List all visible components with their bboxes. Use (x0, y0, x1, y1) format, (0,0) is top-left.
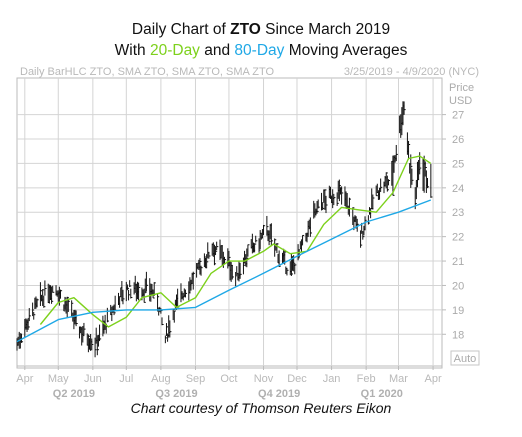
quarter-label: Q3 2019 (155, 388, 197, 400)
x-tick-label: Jul (119, 373, 133, 385)
grid (17, 78, 442, 366)
y-tick-label: 27 (452, 110, 464, 122)
currency-label: USD (449, 95, 472, 107)
y-tick-label: 24 (452, 183, 464, 195)
moving-average-lines (16, 155, 432, 343)
x-tick-label: Sep (186, 373, 206, 385)
y-tick-label: 21 (452, 256, 464, 268)
y-tick-label: 22 (452, 232, 464, 244)
date-range-label: 3/25/2019 - 4/9/2020 (NYC) (344, 66, 479, 78)
y-tick-label: 19 (452, 305, 464, 317)
sma20-line (39, 155, 432, 328)
x-tick-label: Apr (16, 373, 33, 385)
chart-title-line-1: Daily Chart of ZTO Since March 2019 (131, 21, 391, 38)
x-tick-label: Jan (323, 373, 341, 385)
x-tick-label: Aug (151, 373, 171, 385)
y-tick-label: 18 (452, 329, 464, 341)
y-axis-ticks: 18 19 20 21 22 23 24 25 26 27 (442, 110, 464, 341)
x-tick-label: Oct (220, 373, 237, 385)
y-tick-label: 25 (452, 158, 464, 170)
sma80-label: 80-Day (234, 42, 285, 59)
auto-scale-button[interactable] (450, 350, 480, 366)
quarter-label: Q2 2019 (53, 388, 95, 400)
x-tick-label: Jun (84, 373, 102, 385)
sma80-line (16, 199, 432, 343)
x-axis-ticks: Apr May Jun Jul Aug Sep Oct Nov Dec Jan Feb Mar Apr Q… (16, 366, 442, 400)
x-tick-label: May (48, 373, 69, 385)
x-tick-label: Nov (254, 373, 274, 385)
x-tick-label: Feb (357, 373, 376, 385)
x-tick-label: Mar (389, 373, 408, 385)
quarter-label: Q4 2019 (258, 388, 300, 400)
x-tick-label: Dec (287, 373, 307, 385)
y-tick-label: 20 (452, 280, 464, 292)
y-tick-label: 23 (452, 207, 464, 219)
chart-caption: Chart courtesy of Thomson Reuters Eikon (130, 400, 392, 416)
price-bars (16, 101, 433, 358)
quarter-label: Q1 2020 (361, 388, 403, 400)
chart-frame (16, 77, 443, 369)
price-axis-title: Price (449, 82, 474, 94)
chart-title-line-2: With 20-Day and 80-Day Moving Averages (114, 42, 408, 59)
sma20-label: 20-Day (149, 42, 200, 59)
auto-scale-label: Auto (454, 353, 477, 365)
x-tick-label: Apr (425, 373, 442, 385)
ticker-symbol: ZTO (230, 21, 261, 38)
study-label: Daily BarHLC ZTO, SMA ZTO, SMA ZTO, SMA … (20, 66, 275, 78)
y-tick-label: 26 (452, 134, 464, 146)
